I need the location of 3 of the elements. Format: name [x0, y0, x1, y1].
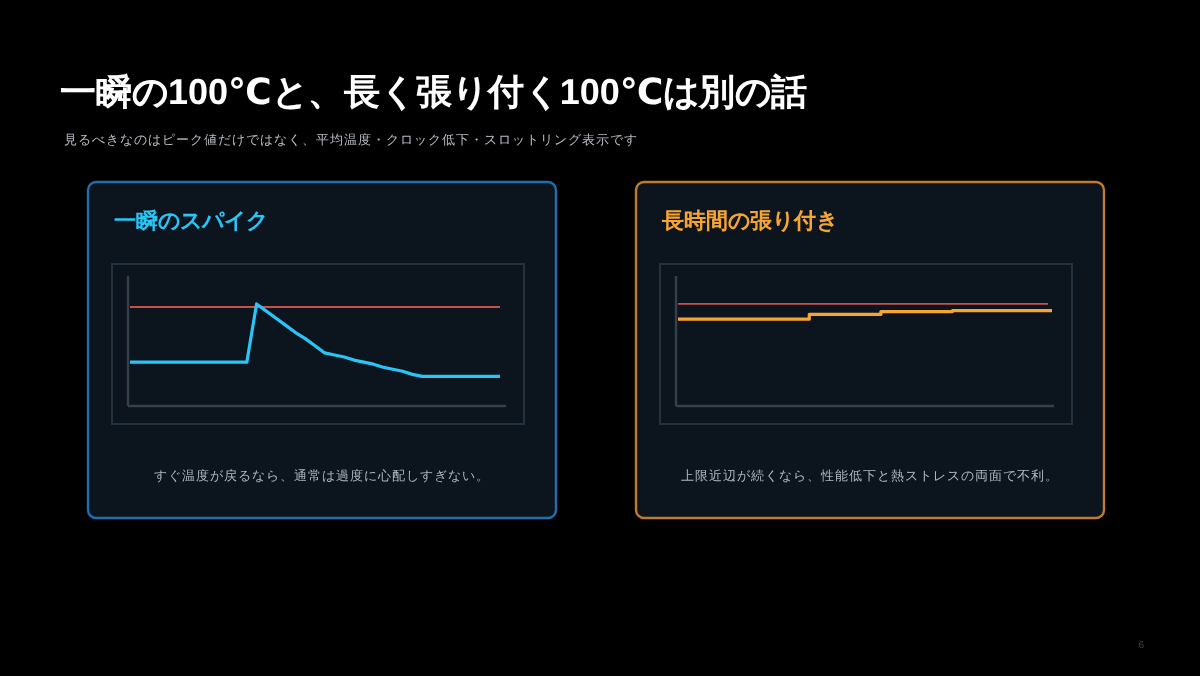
chart-title: 長時間の張り付き	[660, 208, 838, 234]
text: 一瞬の100℃と、長く張り付く100℃は別の話	[60, 72, 808, 112]
chart-title: 一瞬のスパイク	[114, 208, 268, 234]
